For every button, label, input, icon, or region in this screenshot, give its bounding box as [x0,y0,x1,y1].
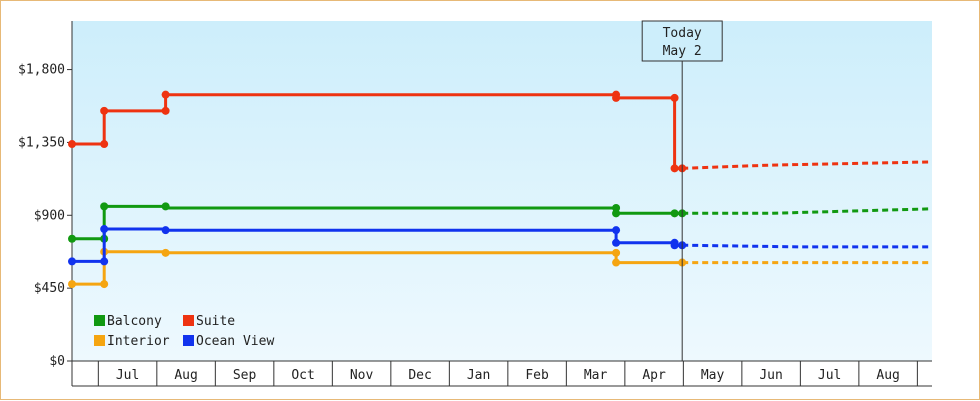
data-point-suite [100,140,109,149]
data-point-interior [68,280,76,289]
data-point-interior [100,280,109,289]
today-label: Today [663,26,702,41]
series-group [68,90,933,289]
data-point-ocean-view [100,225,109,234]
x-tick-label: Nov [350,368,374,383]
x-tick-label: Apr [642,368,666,383]
data-point-suite [161,90,170,99]
x-tick-label: Sep [233,368,257,383]
data-point-balcony [68,234,76,243]
data-point-interior [612,248,621,257]
today-date: May 2 [663,44,702,59]
x-tick-label: Oct [291,368,314,383]
data-point-ocean-view [68,257,76,266]
x-tick-label: Jun [759,368,782,383]
y-tick-label: $1,800 [18,63,65,78]
legend-swatch-balcony [94,315,105,326]
y-tick-label: $1,350 [18,135,65,150]
data-point-ocean-view [161,226,170,235]
data-point-suite [68,140,76,149]
y-tick-label: $900 [34,208,65,223]
x-tick-label: Mar [584,368,608,383]
data-point-suite [100,106,109,115]
y-tick-label: $450 [34,281,65,296]
data-point-suite [161,106,170,115]
data-point-interior [612,258,621,267]
x-tick-label: Dec [408,368,431,383]
data-point-ocean-view [612,238,621,247]
legend-swatch-suite [183,315,194,326]
legend-swatch-ocean-view [183,335,194,346]
x-tick-label: Aug [876,368,899,383]
x-tick-label: Feb [525,368,549,383]
data-point-interior [161,248,170,257]
legend-label-ocean-view: Ocean View [196,334,274,349]
plot-area [72,21,932,361]
x-tick-label: Aug [174,368,197,383]
series-line-suite [72,93,683,170]
data-point-balcony [161,202,170,211]
axes: $0 $450 $900 $1,350 $1,800 Jul Aug Sep Oct Nov Dec… [18,21,932,387]
legend-label-suite: Suite [196,314,235,329]
today-box [641,20,723,62]
legend-label-interior: Interior [107,334,170,349]
series-forecast-ocean-view [682,243,932,249]
legend: Balcony Suite Interior Ocean View [94,314,274,349]
x-tick-label: Jul [818,368,841,383]
data-point-suite [670,93,679,102]
legend-label-balcony: Balcony [107,314,162,329]
data-point-ocean-view [670,241,679,250]
x-tick-label: Jan [467,368,490,383]
today-marker: Today May 2 [641,20,723,361]
data-point-balcony [100,202,109,211]
legend-swatch-interior [94,335,105,346]
data-point-balcony [612,209,621,218]
data-point-ocean-view [100,257,109,266]
x-tick-label: May [701,368,725,383]
data-point-ocean-view [612,226,621,235]
y-tick-label: $0 [49,354,65,369]
x-tick-label: Jul [116,368,139,383]
data-point-balcony [670,209,679,218]
data-point-suite [670,164,679,173]
data-point-suite [612,93,621,102]
